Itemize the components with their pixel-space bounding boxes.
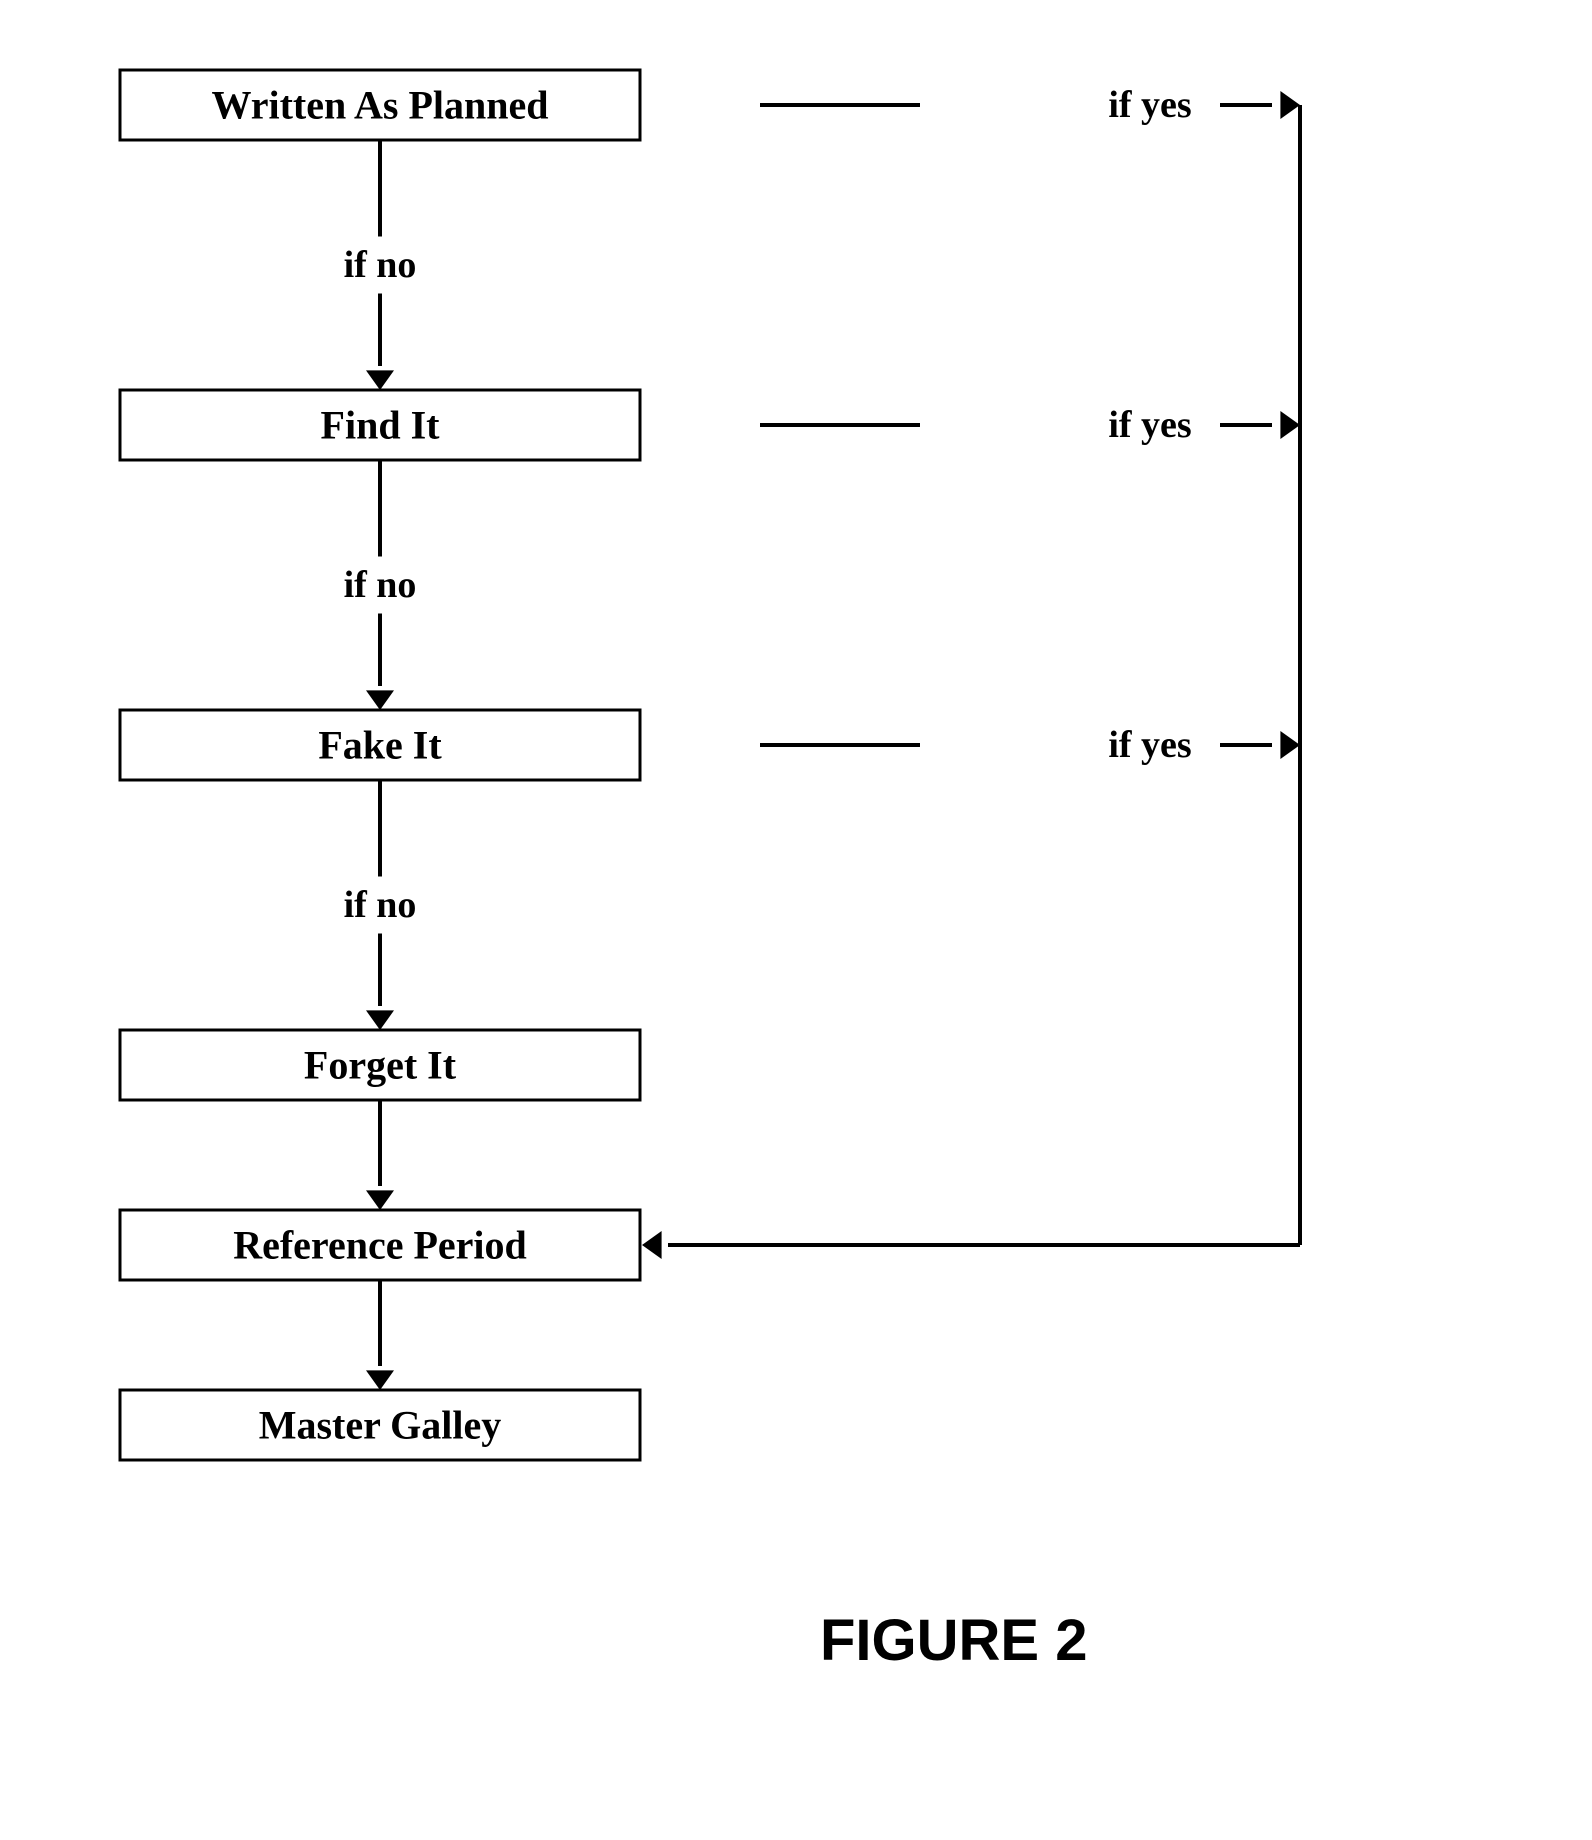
edge-yes-label: if yes bbox=[1108, 404, 1191, 446]
edge-vertical: if no bbox=[344, 780, 417, 1030]
edge-no-label: if no bbox=[344, 884, 417, 926]
edge-no-label: if no bbox=[344, 244, 417, 286]
edge-yes-label: if yes bbox=[1108, 84, 1191, 126]
edge-yes-label: if yes bbox=[1108, 724, 1191, 766]
flow-node-label: Master Galley bbox=[259, 1403, 502, 1448]
flow-node-n4: Forget It bbox=[120, 1030, 640, 1100]
edge-no-label: if no bbox=[344, 564, 417, 606]
flow-node-n5: Reference Period bbox=[120, 1210, 640, 1280]
edge-vertical: if no bbox=[344, 460, 417, 710]
flow-node-n1: Written As Planned bbox=[120, 70, 640, 140]
flow-node-label: Written As Planned bbox=[211, 83, 548, 128]
flow-node-label: Forget It bbox=[304, 1043, 457, 1088]
figure-caption: FIGURE 2 bbox=[820, 1608, 1088, 1673]
flow-node-label: Reference Period bbox=[233, 1223, 527, 1268]
edge-yes: if yes bbox=[760, 724, 1300, 766]
flow-node-label: Find It bbox=[321, 403, 441, 448]
edge-vertical bbox=[366, 1100, 394, 1210]
edge-yes: if yes bbox=[760, 404, 1300, 446]
flow-node-label: Fake It bbox=[318, 723, 442, 768]
flow-node-n6: Master Galley bbox=[120, 1390, 640, 1460]
flow-node-n3: Fake It bbox=[120, 710, 640, 780]
edge-vertical bbox=[366, 1280, 394, 1390]
flow-node-n2: Find It bbox=[120, 390, 640, 460]
edge-yes: if yes bbox=[760, 84, 1300, 126]
edge-vertical: if no bbox=[344, 140, 417, 390]
flowchart-canvas: Written As Planned Find It Fake It Forget I… bbox=[0, 0, 1592, 1840]
